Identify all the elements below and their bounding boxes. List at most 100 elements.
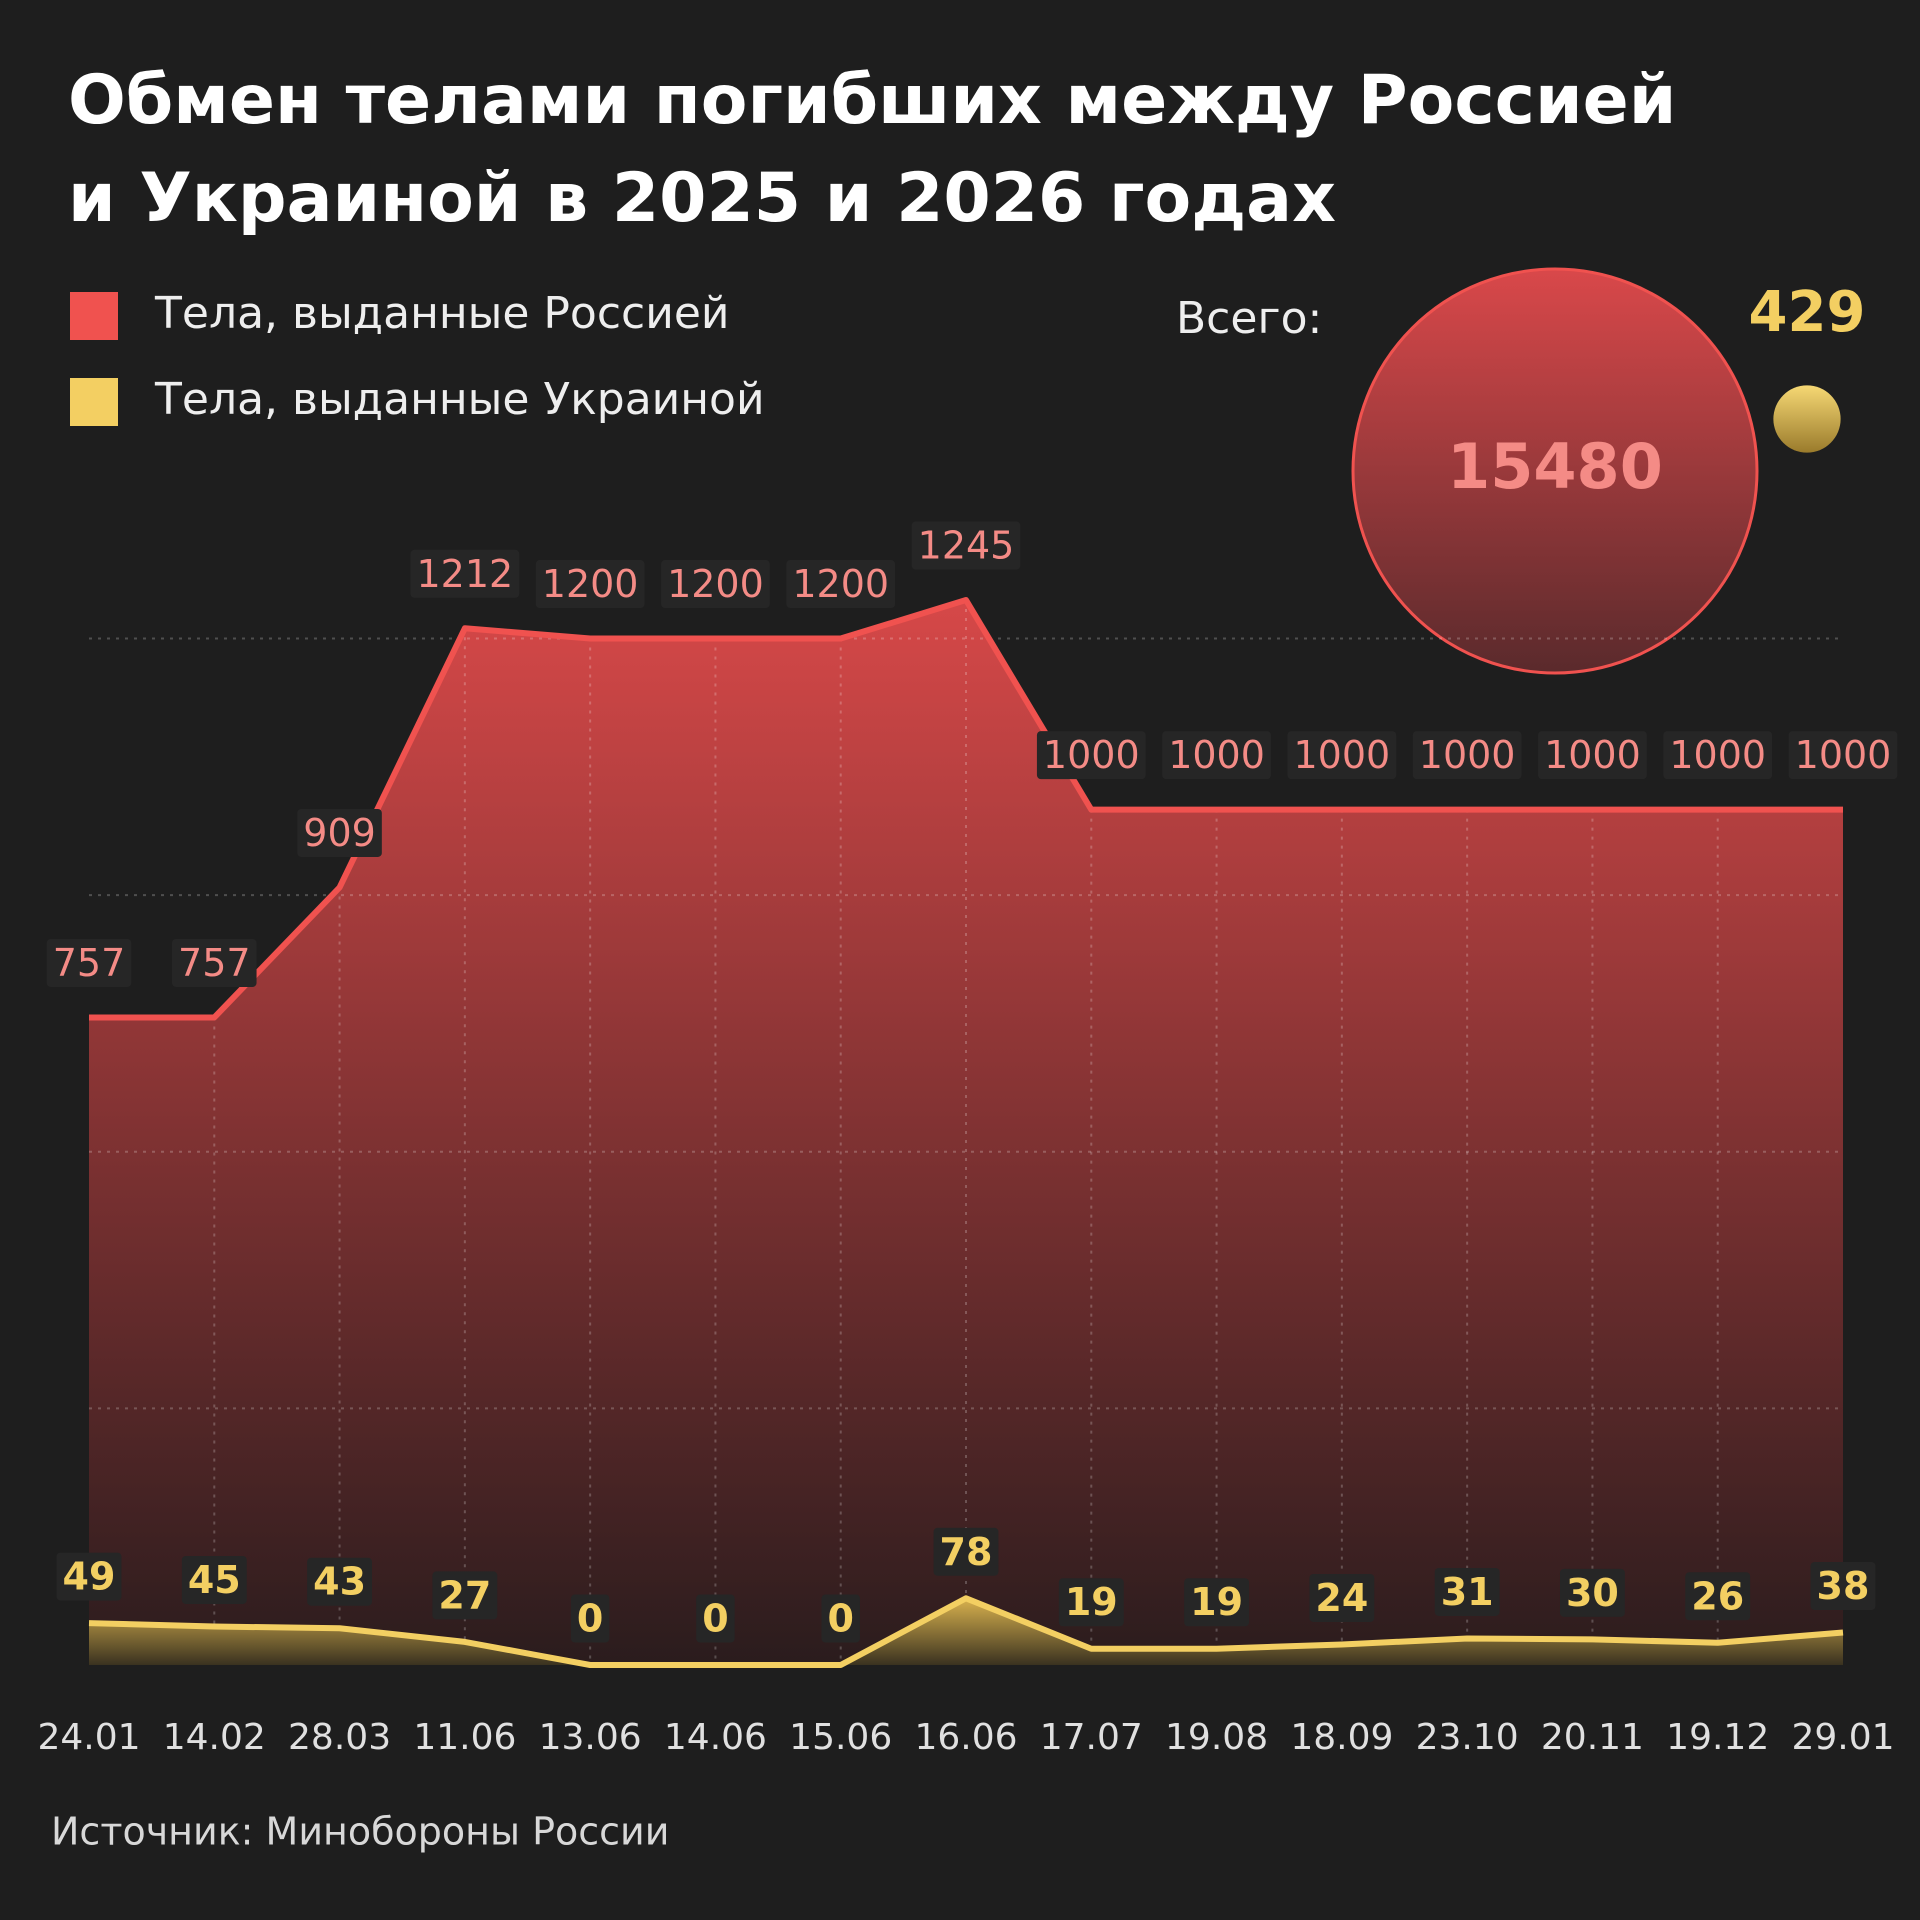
line bbox=[88, 1595, 1844, 1668]
value-label-group: 26 bbox=[1685, 1572, 1751, 1621]
legend-label: Тела, выданные Россией bbox=[154, 288, 730, 339]
value-label: 0 bbox=[827, 1597, 853, 1641]
value-label-group: 0 bbox=[696, 1594, 735, 1643]
x-tick-label: 16.06 bbox=[914, 1717, 1017, 1758]
value-label: 19 bbox=[1190, 1580, 1243, 1624]
value-label: 1000 bbox=[1293, 733, 1390, 777]
value-label: 30 bbox=[1566, 1571, 1619, 1615]
x-tick-label: 20.11 bbox=[1541, 1717, 1644, 1758]
value-label: 1000 bbox=[1043, 733, 1140, 777]
x-tick-label: 19.12 bbox=[1666, 1717, 1769, 1758]
value-label: 1000 bbox=[1544, 733, 1641, 777]
legend-label: Тела, выданные Украиной bbox=[154, 374, 765, 425]
x-tick-label: 18.09 bbox=[1290, 1717, 1393, 1758]
value-label-bg bbox=[933, 1527, 999, 1576]
value-label-group: 19 bbox=[1184, 1578, 1250, 1627]
value-label-bg bbox=[661, 560, 770, 609]
x-tick-label: 15.06 bbox=[789, 1717, 892, 1758]
x-tick-label: 11.06 bbox=[413, 1717, 516, 1758]
value-label-bg bbox=[1184, 1578, 1250, 1627]
total-value: 429 bbox=[1749, 280, 1866, 345]
value-label-group: 0 bbox=[570, 1594, 610, 1643]
value-label: 24 bbox=[1315, 1576, 1368, 1620]
value-label-group: 49 bbox=[56, 1552, 122, 1601]
value-label-bg bbox=[1412, 731, 1522, 780]
area bbox=[89, 600, 1843, 1665]
value-label: 1200 bbox=[667, 562, 764, 606]
value-label-bg bbox=[56, 1552, 122, 1601]
value-label-bg bbox=[432, 1571, 498, 1620]
x-tick-label: 17.07 bbox=[1040, 1717, 1143, 1758]
value-label-group: 78 bbox=[933, 1527, 999, 1576]
value-label: 43 bbox=[313, 1560, 366, 1604]
value-label-bg bbox=[821, 1594, 860, 1643]
value-label-bg bbox=[535, 560, 645, 609]
value-label-bg bbox=[911, 521, 1021, 570]
value-label-bg bbox=[570, 1594, 610, 1643]
value-label: 1200 bbox=[792, 562, 889, 606]
value-label-group: 30 bbox=[1559, 1568, 1625, 1617]
value-label-bg bbox=[1287, 731, 1397, 780]
value-label-bg bbox=[1036, 731, 1146, 780]
value-label: 1000 bbox=[1419, 733, 1516, 777]
area bbox=[89, 1598, 1843, 1665]
value-label-group: 757 bbox=[46, 938, 132, 987]
legend-swatch bbox=[70, 292, 118, 340]
value-label: 757 bbox=[53, 941, 126, 985]
value-label: 1000 bbox=[1168, 733, 1265, 777]
x-tick-label: 24.01 bbox=[37, 1717, 140, 1758]
source: Источник: Минобороны России bbox=[51, 1810, 669, 1854]
value-label-group: 1000 bbox=[1538, 731, 1647, 780]
x-tick-label: 14.06 bbox=[664, 1717, 767, 1758]
value-label: 26 bbox=[1691, 1574, 1744, 1618]
value-label: 1000 bbox=[1669, 733, 1766, 777]
value-label-bg bbox=[46, 938, 132, 987]
value-label-bg bbox=[1538, 731, 1647, 780]
total-value: 15480 bbox=[1447, 430, 1663, 503]
value-label-bg bbox=[181, 1556, 247, 1605]
value-label: 1200 bbox=[542, 562, 639, 606]
value-label-bg bbox=[307, 1557, 373, 1606]
x-tick-label: 23.10 bbox=[1416, 1717, 1519, 1758]
value-label-group: 27 bbox=[432, 1571, 498, 1620]
value-label-group: 45 bbox=[181, 1556, 247, 1605]
legend-swatch bbox=[70, 378, 118, 426]
x-tick-label: 28.03 bbox=[288, 1717, 391, 1758]
x-tick-label: 13.06 bbox=[539, 1717, 642, 1758]
x-tick-label: 14.02 bbox=[163, 1717, 266, 1758]
value-label: 909 bbox=[303, 811, 376, 855]
value-label-bg bbox=[1810, 1561, 1876, 1610]
value-label: 45 bbox=[188, 1558, 241, 1602]
value-label: 1212 bbox=[416, 552, 513, 596]
value-label-group: 1000 bbox=[1036, 731, 1146, 780]
value-label-bg bbox=[1058, 1578, 1124, 1627]
value-label-group: 1212 bbox=[410, 549, 520, 598]
value-label-bg bbox=[410, 549, 520, 598]
value-label-bg bbox=[1434, 1567, 1500, 1616]
x-tick-label: 29.01 bbox=[1791, 1717, 1894, 1758]
value-label-bg bbox=[172, 938, 257, 987]
value-label-group: 31 bbox=[1434, 1567, 1500, 1616]
value-label-group: 1200 bbox=[786, 560, 896, 609]
total-circle bbox=[1773, 385, 1841, 453]
value-label-bg bbox=[1559, 1568, 1625, 1617]
total-circle bbox=[1351, 267, 1759, 675]
value-label-bg bbox=[786, 560, 896, 609]
value-label: 0 bbox=[702, 1597, 728, 1641]
value-label-bg bbox=[696, 1594, 735, 1643]
value-label-group: 1000 bbox=[1663, 731, 1773, 780]
line bbox=[89, 597, 1843, 1021]
value-label: 1245 bbox=[918, 524, 1015, 568]
value-label-group: 0 bbox=[821, 1594, 860, 1643]
value-label: 27 bbox=[438, 1573, 491, 1617]
value-label-group: 909 bbox=[297, 808, 382, 857]
value-label: 0 bbox=[577, 1597, 603, 1641]
value-label: 38 bbox=[1817, 1564, 1870, 1608]
value-label-group: 24 bbox=[1309, 1573, 1375, 1622]
value-label-bg bbox=[1309, 1573, 1375, 1622]
value-label-group: 38 bbox=[1810, 1561, 1876, 1610]
value-label-group: 1200 bbox=[535, 560, 645, 609]
total-label: Всего: bbox=[1176, 293, 1322, 344]
